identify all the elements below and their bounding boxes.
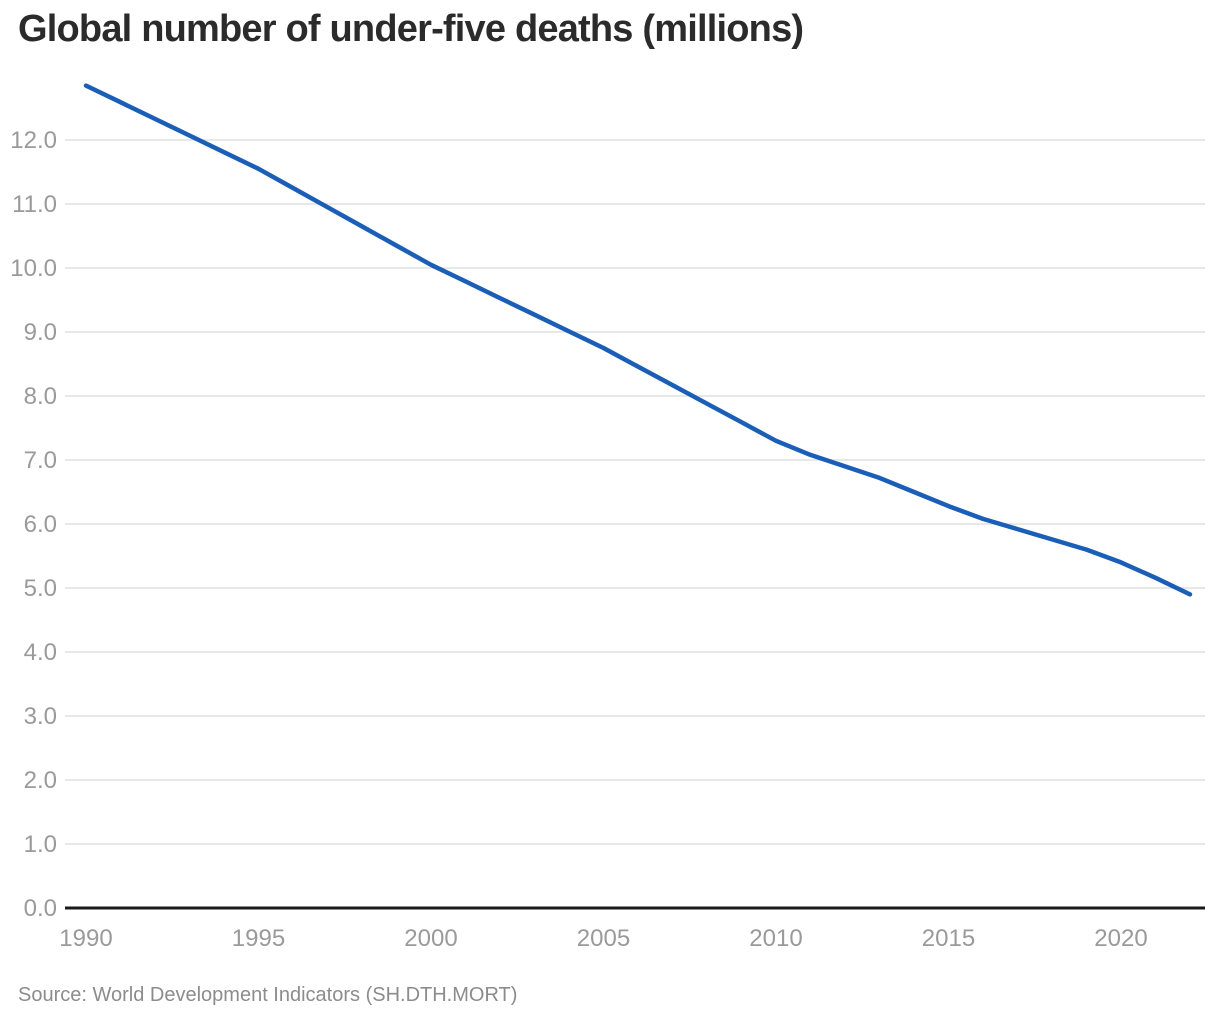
x-tick-label: 2010 bbox=[749, 925, 802, 952]
y-tick-label: 3.0 bbox=[24, 703, 57, 730]
x-tick-label: 2005 bbox=[577, 925, 630, 952]
y-tick-label: 11.0 bbox=[12, 191, 57, 218]
source-note: Source: World Development Indicators (SH… bbox=[18, 984, 518, 1006]
x-tick-label: 1990 bbox=[59, 925, 112, 952]
y-tick-label: 5.0 bbox=[24, 575, 57, 602]
x-tick-label: 2000 bbox=[404, 925, 457, 952]
y-tick-label: 8.0 bbox=[24, 383, 57, 410]
y-tick-label: 1.0 bbox=[24, 831, 57, 858]
chart-title: Global number of under-five deaths (mill… bbox=[18, 8, 804, 50]
x-tick-label: 1995 bbox=[232, 925, 285, 952]
x-tick-label: 2020 bbox=[1094, 925, 1147, 952]
y-tick-label: 4.0 bbox=[24, 639, 57, 666]
y-tick-label: 6.0 bbox=[24, 511, 57, 538]
y-tick-label: 9.0 bbox=[24, 319, 57, 346]
y-tick-label: 10.0 bbox=[10, 255, 57, 282]
y-tick-label: 2.0 bbox=[24, 767, 57, 794]
y-tick-label: 0.0 bbox=[24, 895, 57, 922]
y-tick-label: 7.0 bbox=[24, 447, 57, 474]
y-tick-label: 12.0 bbox=[10, 127, 57, 154]
data-line bbox=[83, 83, 1193, 597]
x-tick-label: 2015 bbox=[922, 925, 975, 952]
